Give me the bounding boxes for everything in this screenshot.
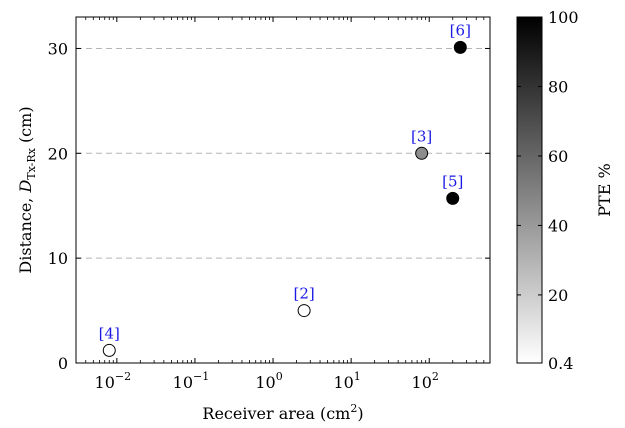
y-axis-label-suffix: (cm) bbox=[16, 106, 35, 148]
x-tick-label: 100 bbox=[255, 370, 282, 392]
x-axis-label-text: Receiver area (cm bbox=[202, 404, 350, 423]
x-tick-labels: 10−2 10−1 100 101 102 bbox=[95, 370, 439, 392]
colorbar-tick-label: 0.4 bbox=[548, 354, 573, 373]
colorbar-tick-label: 40 bbox=[548, 216, 568, 235]
x-axis-label: Receiver area (cm2) bbox=[202, 402, 363, 423]
x-tick-label: 10−1 bbox=[173, 370, 210, 392]
colorbar bbox=[516, 16, 543, 364]
data-point bbox=[297, 304, 311, 318]
data-point bbox=[415, 146, 429, 160]
x-axis-label-superscript: 2 bbox=[350, 402, 357, 415]
x-tick-label: 10−2 bbox=[95, 370, 132, 392]
point-label: [4] bbox=[99, 324, 120, 342]
y-tick-label: 10 bbox=[48, 249, 68, 268]
colorbar-tick-label: 60 bbox=[548, 147, 568, 166]
point-annotations: [4] [2] [3] [5] [6] bbox=[99, 21, 471, 342]
y-axis-label: Distance, DTx-Rx (cm) bbox=[16, 106, 38, 273]
y-axis-label-symbol: D bbox=[16, 180, 35, 194]
y-tick-label: 20 bbox=[48, 144, 68, 163]
point-label: [6] bbox=[450, 21, 471, 39]
point-label: [5] bbox=[442, 172, 463, 190]
colorbar-tick-label: 80 bbox=[548, 77, 568, 96]
y-tick-label: 30 bbox=[48, 39, 68, 58]
colorbar-ticks: 0.4 20 40 60 80 100 bbox=[517, 8, 579, 373]
data-point bbox=[453, 40, 467, 54]
colorbar-tick-label: 100 bbox=[548, 8, 579, 27]
x-axis-label-suffix: ) bbox=[357, 404, 363, 423]
data-point bbox=[102, 343, 116, 357]
x-tick-label: 102 bbox=[412, 370, 439, 392]
colorbar-tick-label: 20 bbox=[548, 286, 568, 305]
axis-ticks bbox=[76, 17, 490, 364]
plot-area-frame bbox=[75, 16, 491, 364]
data-points bbox=[102, 40, 467, 357]
x-tick-label: 101 bbox=[333, 370, 360, 392]
y-axis-label-subscript: Tx-Rx bbox=[25, 147, 38, 179]
y-tick-labels: 0 10 20 30 bbox=[48, 39, 68, 373]
point-label: [2] bbox=[293, 285, 314, 303]
point-label: [3] bbox=[411, 127, 432, 145]
y-tick-label: 0 bbox=[58, 354, 68, 373]
y-axis-label-prefix: Distance, bbox=[16, 193, 35, 274]
colorbar-label: PTE % bbox=[595, 163, 614, 216]
data-point bbox=[446, 191, 460, 205]
